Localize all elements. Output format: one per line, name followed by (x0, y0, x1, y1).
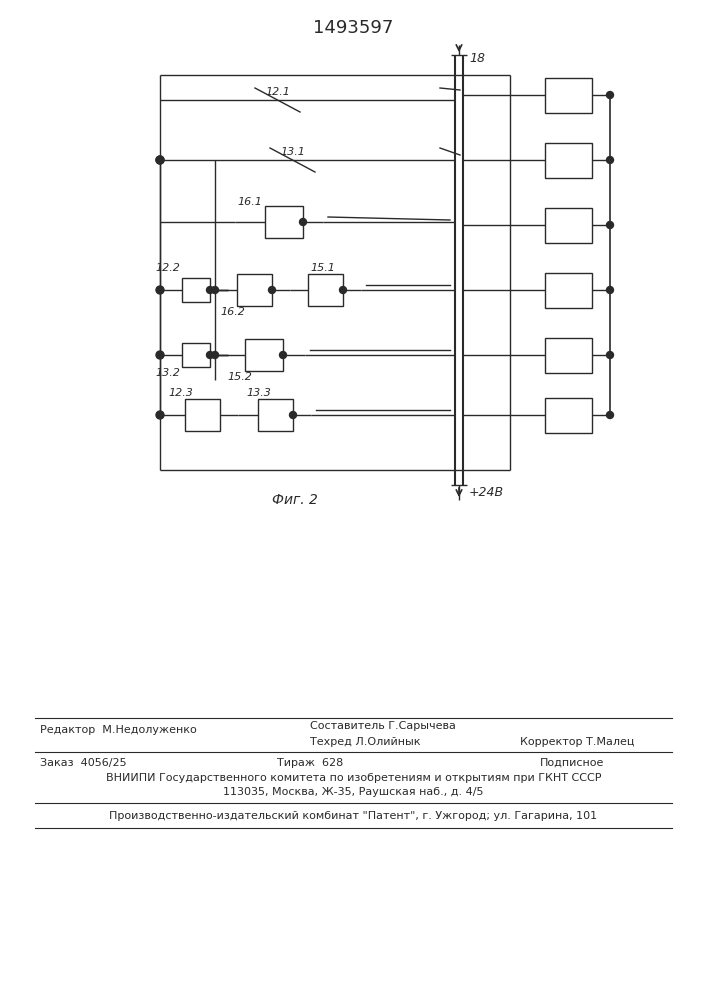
Circle shape (156, 286, 164, 294)
Text: 12.3: 12.3 (168, 388, 193, 398)
Circle shape (211, 286, 218, 294)
Text: Заказ  4056/25: Заказ 4056/25 (40, 758, 127, 768)
Text: Тираж  628: Тираж 628 (277, 758, 343, 768)
Bar (545, 273, 592, 308)
Circle shape (339, 286, 346, 294)
Circle shape (607, 412, 614, 418)
Text: Редактор  М.Недолуженко: Редактор М.Недолуженко (40, 725, 197, 735)
Bar (237, 274, 272, 306)
Text: Подписное: Подписное (540, 758, 604, 768)
Circle shape (156, 156, 164, 164)
Circle shape (206, 352, 214, 359)
Bar (545, 78, 592, 113)
Circle shape (156, 411, 164, 419)
Circle shape (607, 92, 614, 99)
Text: 18: 18 (469, 51, 485, 64)
Text: Производственно-издательский комбинат "Патент", г. Ужгород; ул. Гагарина, 101: Производственно-издательский комбинат "П… (110, 811, 597, 821)
Text: 15.1: 15.1 (310, 263, 335, 273)
Circle shape (300, 219, 307, 226)
Text: +24В: +24В (469, 487, 504, 499)
Bar (245, 339, 283, 371)
Text: Корректор Т.Малец: Корректор Т.Малец (520, 737, 634, 747)
Text: 13.2: 13.2 (155, 368, 180, 378)
Text: 12.2: 12.2 (155, 263, 180, 273)
Text: 13.3: 13.3 (246, 388, 271, 398)
Bar (545, 208, 592, 243)
Circle shape (607, 286, 614, 294)
Circle shape (206, 286, 214, 294)
Bar (185, 399, 220, 431)
Bar (182, 278, 210, 302)
Bar (258, 399, 293, 431)
Text: 16.1: 16.1 (237, 197, 262, 207)
Text: 16.2: 16.2 (220, 307, 245, 317)
Bar (182, 343, 210, 367)
Circle shape (607, 222, 614, 229)
Text: 15.2: 15.2 (227, 372, 252, 382)
Text: ВНИИПИ Государственного комитета по изобретениям и открытиям при ГКНТ СССР: ВНИИПИ Государственного комитета по изоб… (106, 773, 601, 783)
Text: 12.1: 12.1 (265, 87, 290, 97)
Text: Техред Л.Олийнык: Техред Л.Олийнык (310, 737, 421, 747)
Text: 113035, Москва, Ж-35, Раушская наб., д. 4/5: 113035, Москва, Ж-35, Раушская наб., д. … (223, 787, 484, 797)
Bar (265, 206, 303, 238)
Circle shape (156, 351, 164, 359)
Circle shape (607, 156, 614, 163)
Circle shape (269, 286, 276, 294)
Bar (308, 274, 343, 306)
Bar (545, 398, 592, 433)
Circle shape (289, 412, 296, 418)
Circle shape (156, 156, 164, 164)
Bar (545, 143, 592, 178)
Text: Составитель Г.Сарычева: Составитель Г.Сарычева (310, 721, 456, 731)
Text: Фиг. 2: Фиг. 2 (272, 493, 318, 507)
Circle shape (211, 352, 218, 359)
Text: 13.1: 13.1 (280, 147, 305, 157)
Bar (545, 338, 592, 373)
Circle shape (607, 352, 614, 359)
Circle shape (279, 352, 286, 359)
Text: 1493597: 1493597 (313, 19, 394, 37)
